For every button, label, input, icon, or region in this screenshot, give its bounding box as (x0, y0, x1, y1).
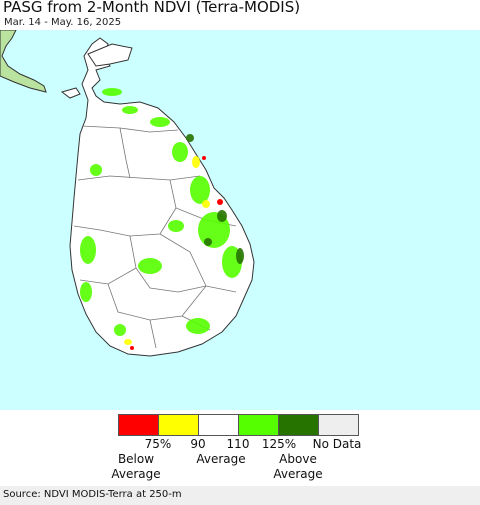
legend-swatch-no-data (319, 415, 358, 435)
legend-tick-75: 75% (144, 437, 172, 451)
legend-swatch-110-125 (239, 415, 279, 435)
map-title: PASG from 2-Month NDVI (Terra-MODIS) (3, 0, 301, 16)
sri-lanka-island (69, 37, 255, 357)
district-boundaries (73, 125, 237, 349)
dark-green-patches (186, 134, 244, 264)
legend-tick-125: 125% (261, 437, 297, 451)
legend-tick-no-data: No Data (312, 437, 362, 451)
legend-tick-90: 90 (190, 437, 206, 451)
legend-above-label-2: Average (273, 467, 323, 481)
mannar-island (60, 87, 81, 99)
legend-below-label-1: Below (117, 452, 155, 466)
legend-swatch-75-90 (159, 415, 199, 435)
footer: Source: NDVI MODIS-Terra at 250-m (0, 486, 480, 505)
yellow-patches (124, 156, 210, 345)
source-note: Source: NDVI MODIS-Terra at 250-m (3, 489, 182, 500)
legend-below-label-2: Average (111, 467, 161, 481)
legend-bar (118, 414, 359, 436)
india-coast (0, 30, 47, 93)
legend-swatch-above-125 (279, 415, 319, 435)
ndvi-map (0, 30, 480, 410)
green-patches (80, 88, 242, 336)
red-patches (130, 156, 223, 350)
jaffna-peninsula (87, 43, 133, 67)
legend-swatch-90-110 (199, 415, 239, 435)
legend-tick-110: 110 (226, 437, 250, 451)
legend-swatch-below-75 (119, 415, 159, 435)
date-range: Mar. 14 - May. 16, 2025 (4, 17, 122, 28)
legend-above-label-1: Above (279, 452, 317, 466)
legend-average-label: Average (196, 452, 246, 466)
